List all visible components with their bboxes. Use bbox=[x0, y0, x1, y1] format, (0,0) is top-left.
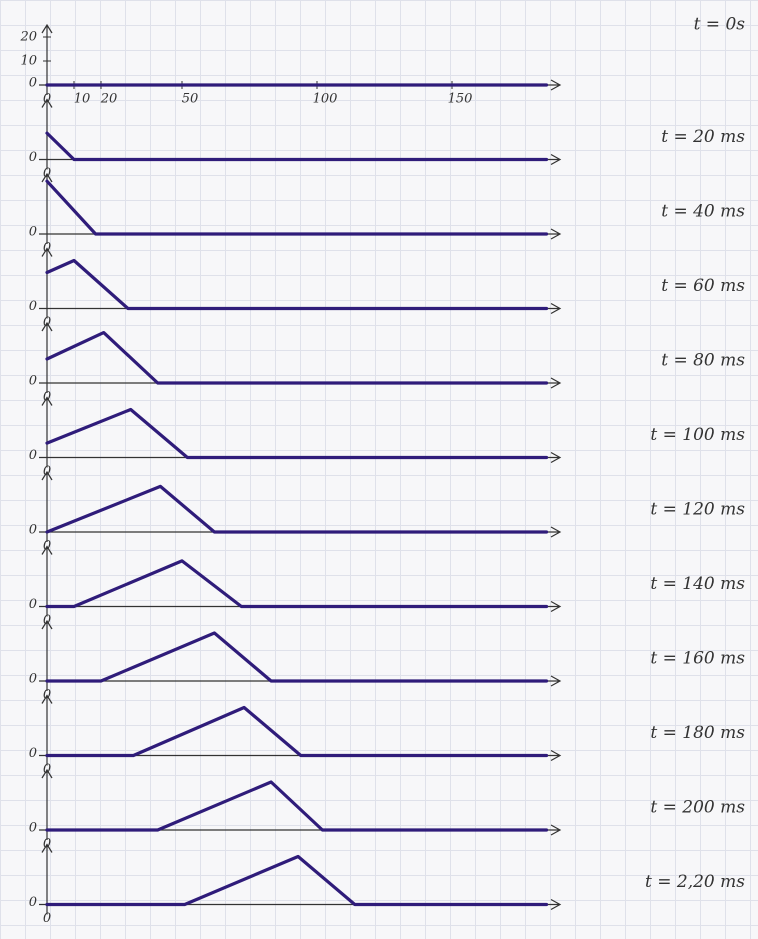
panel-title: t = 160 ms bbox=[650, 649, 745, 669]
wave-line bbox=[47, 261, 547, 309]
panel-title: t = 60 ms bbox=[661, 276, 745, 296]
x-tick-label: 0 bbox=[43, 911, 51, 926]
y-tick-label: 0 bbox=[29, 895, 37, 910]
y-tick-label: 0 bbox=[29, 672, 37, 687]
wave-line bbox=[47, 708, 547, 756]
y-tick-label: 0 bbox=[29, 299, 37, 314]
wave-line bbox=[47, 561, 547, 607]
page: 010205010015001020t = 0s00t = 20 ms00t =… bbox=[0, 0, 758, 939]
y-tick-label: 0 bbox=[29, 76, 37, 91]
x-tick-label: 20 bbox=[100, 92, 118, 107]
panel-title: t = 200 ms bbox=[650, 798, 745, 818]
wave-line bbox=[47, 857, 547, 905]
y-tick-label: 0 bbox=[29, 597, 37, 612]
y-tick-label: 0 bbox=[29, 523, 37, 538]
chart-sheet: 010205010015001020t = 0s00t = 20 ms00t =… bbox=[0, 0, 758, 939]
y-tick-label: 0 bbox=[29, 821, 37, 836]
panel-title: t = 140 ms bbox=[650, 574, 745, 594]
panel-title: t = 80 ms bbox=[661, 351, 745, 371]
wave-line bbox=[47, 633, 547, 681]
panel-title: t = 2,20 ms bbox=[645, 872, 745, 892]
panel-title: t = 120 ms bbox=[650, 500, 745, 520]
wave-line bbox=[47, 181, 547, 234]
wave-line bbox=[47, 133, 547, 159]
y-tick-label: 0 bbox=[29, 150, 37, 165]
panel-title: t = 100 ms bbox=[650, 425, 745, 445]
wave-line bbox=[47, 782, 547, 830]
x-tick-label: 50 bbox=[182, 92, 199, 107]
panel-title: t = 20 ms bbox=[661, 127, 745, 147]
wave-line bbox=[47, 410, 547, 458]
y-tick-label: 0 bbox=[29, 746, 37, 761]
wave-line bbox=[47, 333, 547, 383]
x-tick-label: 150 bbox=[448, 92, 473, 107]
y-tick-label: 0 bbox=[29, 448, 37, 463]
panel-title: t = 40 ms bbox=[661, 202, 745, 222]
y-tick-label: 0 bbox=[29, 225, 37, 240]
x-tick-label: 10 bbox=[74, 92, 91, 107]
y-tick-label: 20 bbox=[19, 30, 37, 45]
x-tick-label: 100 bbox=[313, 92, 338, 107]
panel-title: t = 0s bbox=[694, 15, 746, 35]
wave-line bbox=[47, 486, 547, 532]
y-tick-label: 0 bbox=[29, 374, 37, 389]
y-tick-label: 10 bbox=[20, 54, 37, 69]
panel-title: t = 180 ms bbox=[650, 723, 745, 743]
